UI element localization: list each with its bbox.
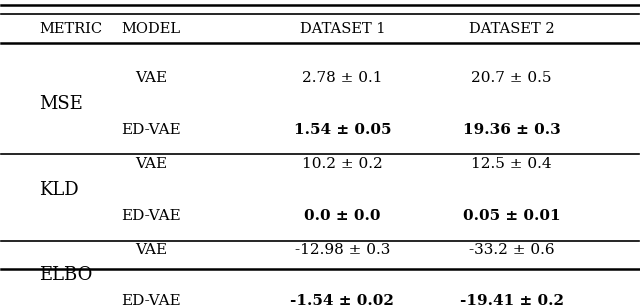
Text: VAE: VAE [134,71,167,85]
Text: 10.2 ± 0.2: 10.2 ± 0.2 [302,157,383,171]
Text: -33.2 ± 0.6: -33.2 ± 0.6 [468,242,554,257]
Text: ED-VAE: ED-VAE [121,294,180,305]
Text: 0.05 ± 0.01: 0.05 ± 0.01 [463,209,561,223]
Text: -1.54 ± 0.02: -1.54 ± 0.02 [291,294,394,305]
Text: KLD: KLD [39,181,79,199]
Text: 2.78 ± 0.1: 2.78 ± 0.1 [302,71,383,85]
Text: MSE: MSE [39,95,83,113]
Text: -19.41 ± 0.2: -19.41 ± 0.2 [460,294,564,305]
Text: METRIC: METRIC [39,22,102,36]
Text: VAE: VAE [134,157,167,171]
Text: 19.36 ± 0.3: 19.36 ± 0.3 [463,123,561,137]
Text: 1.54 ± 0.05: 1.54 ± 0.05 [294,123,391,137]
Text: MODEL: MODEL [121,22,180,36]
Text: VAE: VAE [134,242,167,257]
Text: ELBO: ELBO [39,266,92,284]
Text: 12.5 ± 0.4: 12.5 ± 0.4 [471,157,552,171]
Text: -12.98 ± 0.3: -12.98 ± 0.3 [294,242,390,257]
Text: ED-VAE: ED-VAE [121,123,180,137]
Text: ED-VAE: ED-VAE [121,209,180,223]
Text: 20.7 ± 0.5: 20.7 ± 0.5 [471,71,552,85]
Text: 0.0 ± 0.0: 0.0 ± 0.0 [304,209,381,223]
Text: DATASET 1: DATASET 1 [300,22,385,36]
Text: DATASET 2: DATASET 2 [468,22,554,36]
